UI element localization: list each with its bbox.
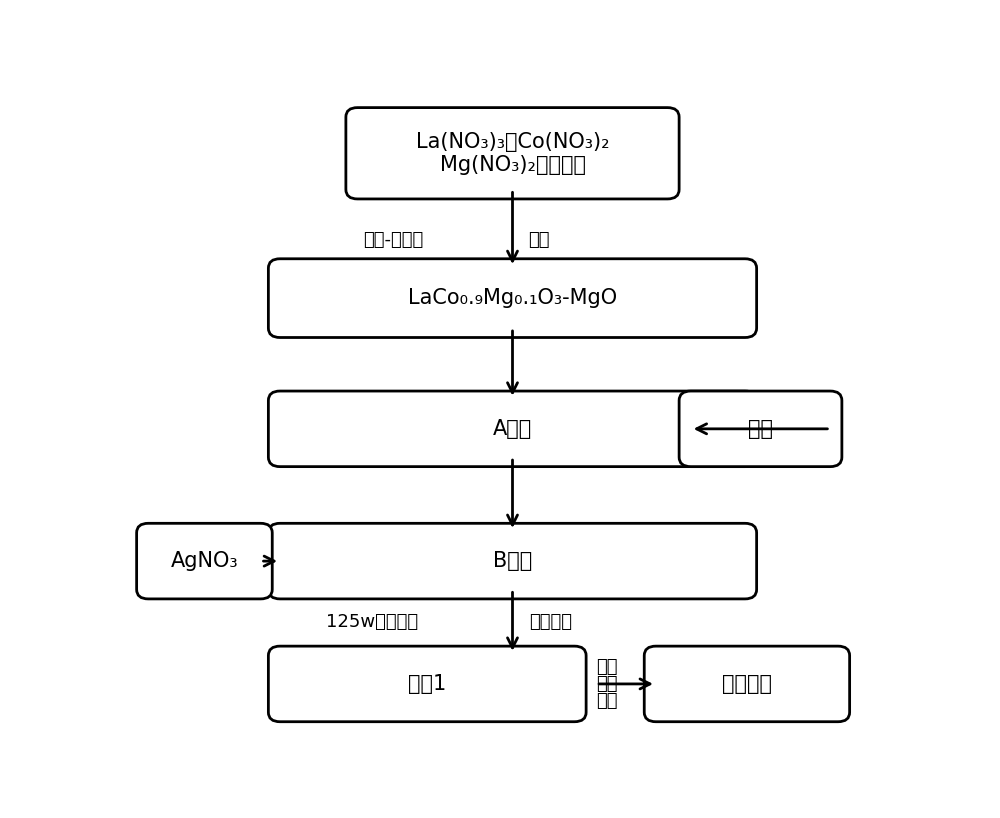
Text: A溶液: A溶液 (493, 419, 532, 438)
FancyBboxPatch shape (268, 391, 757, 466)
Text: 125w紫外光照: 125w紫外光照 (326, 614, 418, 631)
FancyBboxPatch shape (679, 391, 842, 466)
Text: 溶胶-凝胶法: 溶胶-凝胶法 (363, 231, 423, 249)
Text: La(NO₃)₃、Co(NO₃)₂
Mg(NO₃)₂、柠檬酸: La(NO₃)₃、Co(NO₃)₂ Mg(NO₃)₂、柠檬酸 (416, 132, 609, 175)
FancyBboxPatch shape (137, 524, 272, 599)
Text: B溶液: B溶液 (493, 551, 532, 571)
Text: 抜滤: 抜滤 (596, 658, 618, 676)
FancyBboxPatch shape (268, 524, 757, 599)
Text: 甲醉: 甲醉 (748, 419, 773, 438)
Text: 产哈1: 产哈1 (408, 674, 446, 694)
Text: AgNO₃: AgNO₃ (171, 551, 238, 571)
Text: LaCo₀.₉Mg₀.₁O₃-MgO: LaCo₀.₉Mg₀.₁O₃-MgO (408, 288, 617, 308)
Text: 怍烧: 怍烧 (528, 231, 550, 249)
Text: 磁力搨拌: 磁力搨拌 (530, 614, 573, 631)
Text: 洗涘: 洗涘 (596, 675, 618, 693)
FancyBboxPatch shape (268, 258, 757, 338)
FancyBboxPatch shape (644, 646, 850, 721)
Text: 干熥: 干熥 (596, 692, 618, 710)
FancyBboxPatch shape (268, 646, 586, 721)
FancyBboxPatch shape (346, 108, 679, 199)
Text: 最终产物: 最终产物 (722, 674, 772, 694)
